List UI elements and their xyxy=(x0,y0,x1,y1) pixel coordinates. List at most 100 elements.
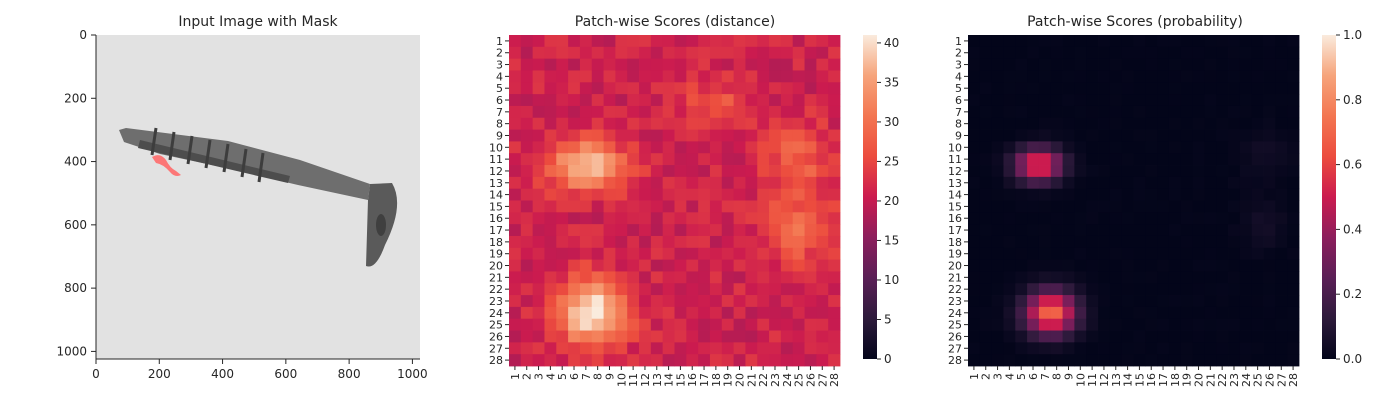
heatmap-cell xyxy=(544,165,557,178)
heatmap-cell xyxy=(804,117,817,130)
heatmap-cell xyxy=(1121,129,1134,142)
heatmap-cell xyxy=(1168,46,1182,60)
heatmap-cell xyxy=(816,330,829,343)
heatmap-cell xyxy=(1263,82,1276,95)
heatmap-cell xyxy=(1062,259,1075,272)
heatmap-cell xyxy=(968,82,981,95)
heatmap-cell xyxy=(674,153,687,166)
heatmap-cell xyxy=(579,176,593,190)
row-label: 5 xyxy=(955,82,962,95)
heatmap-cell xyxy=(1287,247,1300,261)
heatmap-cell xyxy=(686,129,699,142)
heatmap-cell xyxy=(1239,259,1253,272)
heatmap-cell xyxy=(520,46,534,60)
heatmap-cell xyxy=(1015,306,1028,320)
heatmap-cell xyxy=(1027,165,1040,178)
heatmap-cell xyxy=(1157,46,1170,60)
heatmap-cell xyxy=(828,212,841,225)
col-label: 3 xyxy=(992,373,1005,380)
heatmap-cell xyxy=(769,105,782,119)
heatmap-cell xyxy=(568,283,581,296)
heatmap-cell xyxy=(556,105,569,119)
heatmap-cell xyxy=(780,354,794,367)
heatmap-cell xyxy=(1098,153,1111,166)
heatmap-cell xyxy=(509,318,522,331)
heatmap-cell xyxy=(1204,342,1217,355)
heatmap-cell xyxy=(1038,271,1052,284)
heatmap-cell xyxy=(1204,153,1217,166)
heatmap-cell xyxy=(1216,295,1229,308)
heatmap-cell xyxy=(650,46,664,60)
heatmap-cell xyxy=(532,153,545,166)
heatmap-cell xyxy=(674,117,687,130)
row-label: 15 xyxy=(489,200,503,213)
heatmap-cell xyxy=(816,176,829,190)
heatmap-cell xyxy=(650,94,664,107)
heatmap-cell xyxy=(792,295,805,308)
heatmap-cell xyxy=(591,58,604,71)
heatmap-cell xyxy=(1121,259,1134,272)
heatmap-cell xyxy=(721,188,735,201)
heatmap-cell xyxy=(639,295,652,308)
heatmap-cell xyxy=(1062,354,1075,367)
heatmap-cell xyxy=(1145,105,1158,119)
heatmap-cell xyxy=(509,117,522,130)
heatmap-cell xyxy=(1015,129,1028,142)
heatmap-cell xyxy=(804,235,817,249)
heatmap-cell xyxy=(1074,58,1087,71)
heatmap-cell xyxy=(1133,117,1146,130)
heatmap-cell xyxy=(1121,141,1134,154)
heatmap-cell xyxy=(1015,58,1028,71)
heatmap-cell xyxy=(1168,259,1182,272)
heatmap-cell xyxy=(816,82,829,95)
heatmap-cell xyxy=(556,35,569,48)
heatmap-cell xyxy=(792,153,805,166)
heatmap-cell xyxy=(544,306,557,320)
row-label: 28 xyxy=(489,354,503,367)
heatmap-cell xyxy=(757,235,770,249)
heatmap-cell xyxy=(579,165,593,178)
heatmap-cell xyxy=(1098,129,1111,142)
heatmap-cell xyxy=(1239,58,1253,71)
row-label: 13 xyxy=(948,177,962,190)
heatmap-cell xyxy=(991,200,1004,213)
heatmap-cell xyxy=(721,94,735,107)
heatmap-cell xyxy=(615,105,628,119)
heatmap-cell xyxy=(1086,82,1099,95)
heatmap-cell xyxy=(745,212,758,225)
heatmap-cell xyxy=(733,153,746,166)
colorbar-tick-label: 25 xyxy=(884,154,899,168)
heatmap-cell xyxy=(1050,117,1063,130)
heatmap-cell xyxy=(757,165,770,178)
heatmap-cell xyxy=(520,283,534,296)
col-label: 13 xyxy=(651,373,664,387)
heatmap-cell xyxy=(1180,235,1194,249)
heatmap-cell xyxy=(520,58,534,71)
heatmap-cell xyxy=(1121,94,1134,107)
row-label: 15 xyxy=(948,200,962,213)
row-label: 9 xyxy=(496,129,503,142)
heatmap-cell xyxy=(1038,176,1052,190)
heatmap-cell xyxy=(579,271,593,284)
heatmap-cell xyxy=(650,105,664,119)
heatmap-cell xyxy=(709,306,723,320)
heatmap-cell xyxy=(804,247,817,261)
col-label: 20 xyxy=(1193,373,1206,387)
heatmap-cell xyxy=(1003,247,1016,261)
col-label: 23 xyxy=(1228,373,1241,387)
heatmap-cell xyxy=(780,188,794,201)
heatmap-cell xyxy=(968,354,981,367)
heatmap-cell xyxy=(1287,330,1300,343)
heatmap-cell xyxy=(979,82,993,95)
heatmap-cell xyxy=(1204,283,1217,296)
heatmap-cell xyxy=(816,129,829,142)
heatmap-cell xyxy=(1003,224,1016,237)
heatmap-cell xyxy=(1287,141,1300,154)
heatmap-cell xyxy=(1216,141,1229,154)
heatmap-cell xyxy=(1239,82,1253,95)
heatmap-cell xyxy=(804,141,817,154)
row-label: 17 xyxy=(489,224,503,237)
heatmap-cell xyxy=(532,105,545,119)
heatmap-cell xyxy=(757,46,770,60)
heatmap-cell xyxy=(568,224,581,237)
